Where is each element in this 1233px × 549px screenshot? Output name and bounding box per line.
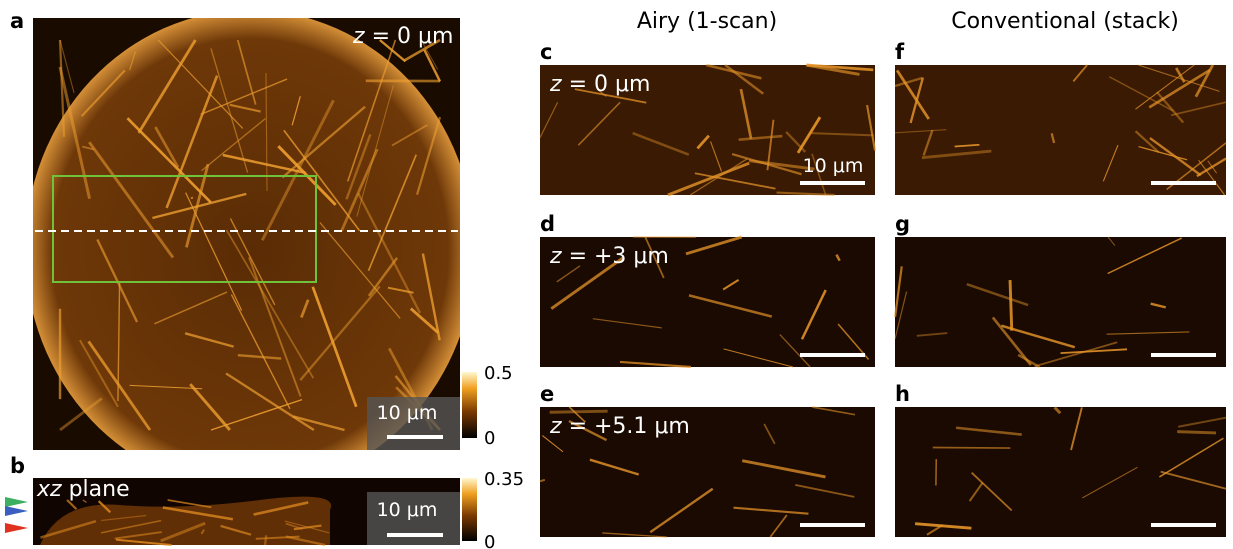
panel-letter: f: [895, 40, 905, 64]
depth-label: z = +3 μm: [549, 244, 669, 269]
plane-label: xz plane: [36, 477, 130, 502]
colorbar-min: 0: [484, 428, 495, 449]
marker-green: [5, 497, 28, 507]
column-title: Airy (1-scan): [637, 9, 777, 34]
panel-letter: a: [10, 9, 24, 33]
panel-letter: e: [540, 382, 554, 406]
fiber: [1177, 432, 1216, 433]
depth-value: = +5.1 μm: [569, 414, 690, 439]
depth-value: = +3 μm: [569, 244, 669, 269]
panel-letter: h: [895, 382, 910, 406]
colorbar-max: 0.5: [484, 363, 513, 384]
fiber: [933, 447, 1011, 448]
colorbar-max: 0.35: [484, 469, 524, 490]
depth-label: z = 0 μm: [549, 72, 650, 97]
marker-blue: [5, 506, 28, 516]
colorbar: [462, 478, 477, 541]
scale-label: 10 μm: [377, 402, 438, 424]
panel-letter: g: [895, 212, 910, 236]
depth-value: = 0 μm: [569, 72, 651, 97]
fiber: [1010, 280, 1012, 331]
panel-letter: b: [10, 454, 25, 478]
colorbar-min: 0: [484, 532, 495, 549]
colorbar: [462, 372, 477, 438]
column-title: Conventional (stack): [951, 9, 1179, 34]
depth-var: z: [549, 72, 562, 97]
fiber: [550, 411, 608, 412]
fiber: [265, 535, 266, 545]
depth-label: z = 0 μm: [352, 24, 453, 49]
depth-label: z = +5.1 μm: [549, 414, 690, 439]
panel-letter: c: [540, 40, 552, 64]
marker-red: [5, 523, 28, 533]
scale-label: 10 μm: [803, 155, 864, 177]
depth-var: z: [549, 414, 562, 439]
depth-var: z: [549, 244, 562, 269]
scale-label: 10 μm: [377, 499, 438, 521]
panel-letter: d: [540, 212, 555, 236]
image-h: [895, 407, 1226, 537]
image-g: [895, 237, 1226, 367]
figure: a z = 0 μm 10 μm 0.5 0 b xz plane 10 μm …: [0, 0, 1233, 549]
fiber: [192, 197, 193, 199]
